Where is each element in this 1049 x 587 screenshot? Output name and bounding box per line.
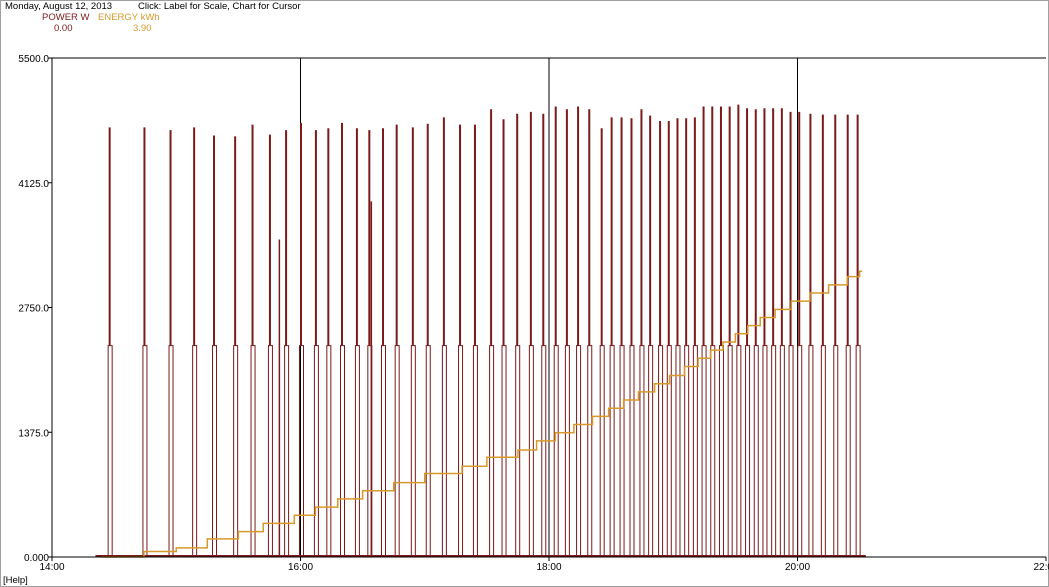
power-spike	[648, 115, 654, 557]
y-tick-label: 0.000	[24, 553, 49, 564]
power-spike	[833, 114, 839, 557]
power-spike	[692, 117, 698, 557]
power-spike	[599, 128, 605, 557]
x-tick-label: 14:00	[39, 562, 64, 573]
x-tick-label: 22:00	[1033, 562, 1049, 573]
power-spike	[410, 127, 416, 557]
y-tick-label: 5500.0	[18, 54, 49, 65]
power-cursor-value: 0.00	[54, 23, 73, 34]
power-spike	[855, 114, 861, 557]
x-tick-label: 16:00	[288, 562, 313, 573]
power-spike	[212, 135, 218, 557]
energy-scale-label[interactable]: ENERGY kWh	[98, 12, 160, 23]
power-spike	[684, 118, 690, 557]
power-spike	[313, 130, 319, 557]
energy-cursor-value: 3.90	[133, 23, 152, 34]
date-status: Monday, August 12, 2013	[5, 1, 113, 12]
power-spike	[629, 118, 635, 557]
y-tick-label: 2750.0	[18, 304, 49, 315]
grid-layer	[300, 58, 798, 557]
power-spike	[381, 128, 387, 557]
power-spike	[541, 113, 547, 557]
help-link[interactable]: [Help]	[3, 575, 28, 586]
power-spike	[710, 106, 716, 557]
power-spike	[564, 109, 570, 557]
power-spike	[107, 127, 113, 557]
power-spike	[326, 128, 332, 557]
power-spike	[425, 123, 431, 557]
instructions-text: Click: Label for Scale, Chart for Cursor	[138, 1, 301, 12]
power-spike	[472, 124, 478, 557]
power-spike	[284, 130, 290, 557]
power-spike	[701, 106, 707, 557]
y-tick-label: 4125.0	[18, 179, 49, 190]
power-spike	[340, 122, 346, 557]
power-spike	[666, 121, 672, 557]
power-spike	[553, 106, 559, 557]
energy-line	[101, 270, 863, 558]
power-spike	[658, 121, 664, 557]
power-spike	[441, 117, 447, 557]
axes: 0.000 1375.0 2750.0 4125.0 5500.0 14:00 16:00 1…	[18, 54, 1049, 573]
x-tick-label: 18:00	[536, 562, 561, 573]
power-spike	[808, 113, 814, 557]
power-spike	[820, 114, 826, 557]
power-spike	[250, 124, 256, 557]
power-spike	[779, 108, 785, 557]
power-spike	[753, 109, 759, 557]
power-spike	[609, 117, 615, 557]
power-spike	[675, 118, 681, 557]
power-spike	[267, 134, 273, 557]
power-series	[95, 104, 866, 557]
power-spike	[797, 111, 803, 557]
energy-series	[101, 270, 863, 558]
x-tick-label: 20:00	[785, 562, 810, 573]
power-spike	[718, 106, 724, 557]
power-spike	[394, 124, 400, 557]
power-spike	[845, 114, 851, 557]
power-spike	[619, 117, 625, 557]
power-spike	[458, 124, 464, 557]
power-spike	[762, 108, 768, 557]
power-spike	[587, 109, 593, 557]
power-scale-label[interactable]: POWER W	[42, 12, 90, 23]
power-spike	[233, 136, 239, 557]
power-spike	[192, 127, 198, 557]
power-spike	[788, 111, 794, 557]
power-spike	[515, 113, 521, 557]
power-spike	[639, 109, 645, 557]
power-spike	[528, 111, 534, 557]
power-spike	[727, 106, 733, 557]
y-tick-label: 1375.0	[18, 428, 49, 439]
power-spike	[354, 128, 360, 557]
power-spike	[168, 130, 174, 557]
power-spike	[736, 104, 742, 557]
power-spike	[745, 108, 751, 557]
power-spike	[489, 109, 495, 557]
power-spike	[576, 106, 582, 557]
power-spike	[771, 108, 777, 557]
power-spike	[142, 127, 148, 557]
power-spike	[501, 119, 507, 557]
power-spike	[299, 122, 304, 557]
